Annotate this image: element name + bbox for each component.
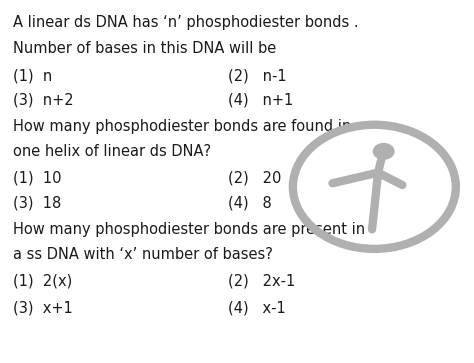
Text: (3)  x+1: (3) x+1 bbox=[13, 300, 73, 315]
Text: (4)   8: (4) 8 bbox=[228, 196, 272, 211]
Text: (1)  n: (1) n bbox=[13, 68, 53, 83]
Text: How many phosphodiester bonds are present in: How many phosphodiester bonds are presen… bbox=[13, 222, 365, 237]
Text: a ss DNA with ‘x’ number of bases?: a ss DNA with ‘x’ number of bases? bbox=[13, 247, 273, 262]
Text: (3)  n+2: (3) n+2 bbox=[13, 93, 74, 108]
Text: (3)  18: (3) 18 bbox=[13, 196, 62, 211]
Text: (2)   2x-1: (2) 2x-1 bbox=[228, 274, 295, 289]
Text: one helix of linear ds DNA?: one helix of linear ds DNA? bbox=[13, 144, 211, 159]
Text: (2)   20: (2) 20 bbox=[228, 171, 281, 186]
Text: (1)  10: (1) 10 bbox=[13, 171, 62, 186]
Text: (2)   n-1: (2) n-1 bbox=[228, 68, 286, 83]
Text: Number of bases in this DNA will be: Number of bases in this DNA will be bbox=[13, 41, 277, 56]
Text: (4)   n+1: (4) n+1 bbox=[228, 93, 293, 108]
Text: A linear ds DNA has ‘n’ phosphodiester bonds .: A linear ds DNA has ‘n’ phosphodiester b… bbox=[13, 15, 359, 30]
Text: (4)   x-1: (4) x-1 bbox=[228, 300, 285, 315]
Text: (1)  2(x): (1) 2(x) bbox=[13, 274, 73, 289]
Text: How many phosphodiester bonds are found in: How many phosphodiester bonds are found … bbox=[13, 119, 352, 134]
Circle shape bbox=[374, 143, 394, 159]
